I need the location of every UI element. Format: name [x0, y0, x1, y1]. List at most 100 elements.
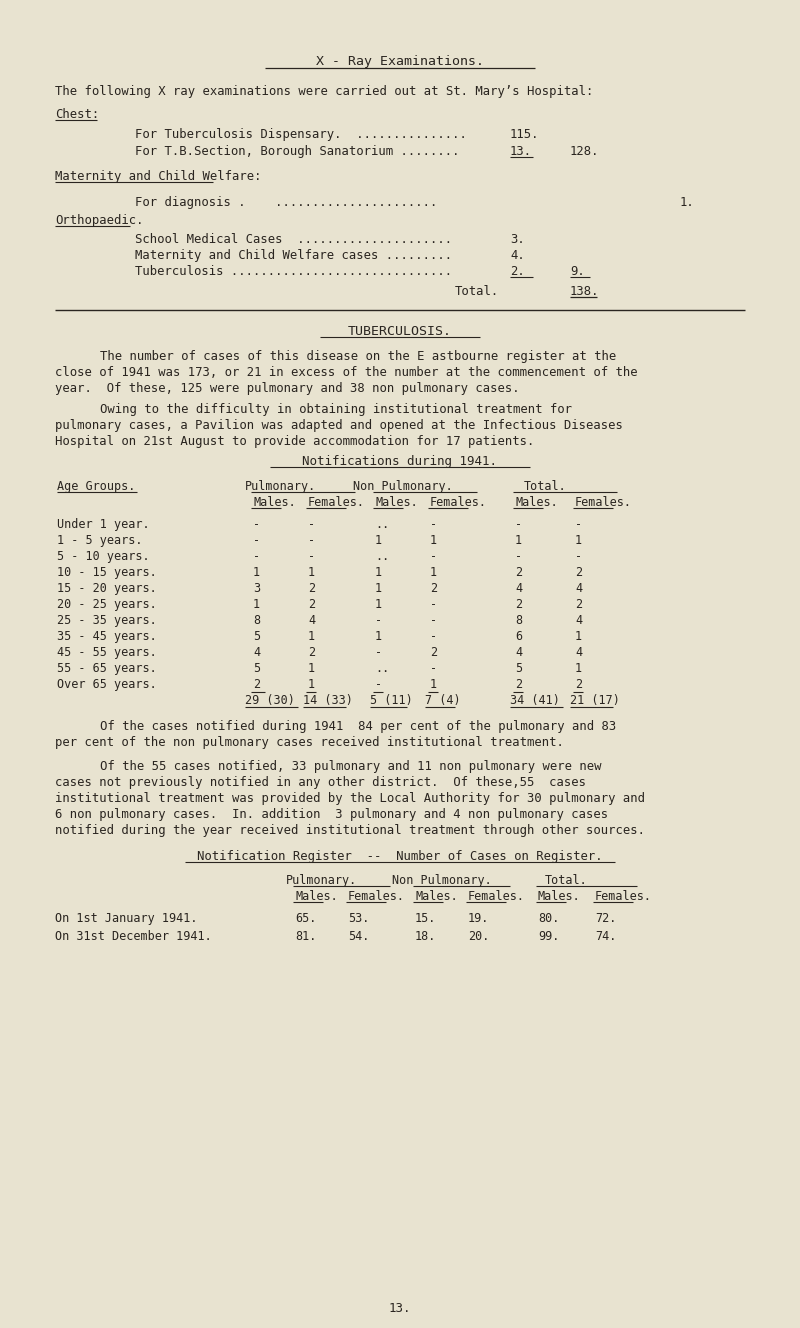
Text: 2: 2: [430, 582, 437, 595]
Text: 53.: 53.: [348, 912, 370, 926]
Text: 2: 2: [515, 566, 522, 579]
Text: 2: 2: [430, 645, 437, 659]
Text: Females.: Females.: [308, 495, 365, 509]
Text: -: -: [575, 550, 582, 563]
Text: -: -: [253, 550, 260, 563]
Text: 1: 1: [375, 534, 382, 547]
Text: 1: 1: [308, 679, 315, 691]
Text: cases not previously notified in any other district.  Of these,55  cases: cases not previously notified in any oth…: [55, 776, 586, 789]
Text: 1 - 5 years.: 1 - 5 years.: [57, 534, 142, 547]
Text: 15.: 15.: [415, 912, 436, 926]
Text: 74.: 74.: [595, 930, 616, 943]
Text: X - Ray Examinations.: X - Ray Examinations.: [316, 54, 484, 68]
Text: 13.: 13.: [389, 1301, 411, 1315]
Text: 20 - 25 years.: 20 - 25 years.: [57, 598, 157, 611]
Text: Tuberculosis ..............................: Tuberculosis ...........................…: [135, 266, 452, 278]
Text: 35 - 45 years.: 35 - 45 years.: [57, 629, 157, 643]
Text: Total.: Total.: [455, 286, 499, 297]
Text: 1: 1: [375, 629, 382, 643]
Text: 2: 2: [575, 566, 582, 579]
Text: 9.: 9.: [570, 266, 585, 278]
Text: 4: 4: [308, 614, 315, 627]
Text: -: -: [575, 518, 582, 531]
Text: 65.: 65.: [295, 912, 316, 926]
Text: 6: 6: [515, 629, 522, 643]
Text: Maternity and Child Welfare:: Maternity and Child Welfare:: [55, 170, 262, 183]
Text: 3: 3: [253, 582, 260, 595]
Text: 4: 4: [515, 645, 522, 659]
Text: 6 non pulmonary cases.  In. addition  3 pulmonary and 4 non pulmonary cases: 6 non pulmonary cases. In. addition 3 pu…: [55, 807, 608, 821]
Text: Orthopaedic.: Orthopaedic.: [55, 214, 143, 227]
Text: Total.: Total.: [524, 479, 566, 493]
Text: 72.: 72.: [595, 912, 616, 926]
Text: 1: 1: [575, 629, 582, 643]
Text: 81.: 81.: [295, 930, 316, 943]
Text: 2.: 2.: [510, 266, 525, 278]
Text: -: -: [515, 518, 522, 531]
Text: Females.: Females.: [575, 495, 632, 509]
Text: Non Pulmonary.: Non Pulmonary.: [392, 874, 491, 887]
Text: notified during the year received institutional treatment through other sources.: notified during the year received instit…: [55, 823, 645, 837]
Text: 29 (30): 29 (30): [245, 695, 295, 706]
Text: School Medical Cases  .....................: School Medical Cases ...................…: [135, 232, 452, 246]
Text: On 31st December 1941.: On 31st December 1941.: [55, 930, 212, 943]
Text: 1: 1: [430, 566, 437, 579]
Text: 15 - 20 years.: 15 - 20 years.: [57, 582, 157, 595]
Text: 2: 2: [515, 679, 522, 691]
Text: 99.: 99.: [538, 930, 559, 943]
Text: close of 1941 was 173, or 21 in excess of the number at the commencement of the: close of 1941 was 173, or 21 in excess o…: [55, 367, 638, 378]
Text: Maternity and Child Welfare cases .........: Maternity and Child Welfare cases ......…: [135, 250, 452, 262]
Text: For Tuberculosis Dispensary.  ...............: For Tuberculosis Dispensary. ...........…: [135, 127, 467, 141]
Text: 2: 2: [308, 645, 315, 659]
Text: 1.: 1.: [680, 197, 694, 208]
Text: 54.: 54.: [348, 930, 370, 943]
Text: Males.: Males.: [253, 495, 296, 509]
Text: Females.: Females.: [595, 890, 652, 903]
Text: -: -: [430, 661, 437, 675]
Text: For diagnosis .    ......................: For diagnosis . ......................: [135, 197, 438, 208]
Text: 20.: 20.: [468, 930, 490, 943]
Text: TUBERCULOSIS.: TUBERCULOSIS.: [348, 325, 452, 339]
Text: Females.: Females.: [468, 890, 525, 903]
Text: Of the 55 cases notified, 33 pulmonary and 11 non pulmonary were new: Of the 55 cases notified, 33 pulmonary a…: [100, 760, 602, 773]
Text: 4: 4: [515, 582, 522, 595]
Text: -: -: [253, 518, 260, 531]
Text: ..: ..: [375, 550, 390, 563]
Text: Pulmonary.: Pulmonary.: [286, 874, 357, 887]
Text: On 1st January 1941.: On 1st January 1941.: [55, 912, 198, 926]
Text: 5: 5: [253, 661, 260, 675]
Text: -: -: [430, 598, 437, 611]
Text: Hospital on 21st August to provide accommodation for 17 patients.: Hospital on 21st August to provide accom…: [55, 436, 534, 448]
Text: 19.: 19.: [468, 912, 490, 926]
Text: 5 (11): 5 (11): [370, 695, 413, 706]
Text: 34 (41): 34 (41): [510, 695, 560, 706]
Text: 8: 8: [515, 614, 522, 627]
Text: 7 (4): 7 (4): [425, 695, 461, 706]
Text: 10 - 15 years.: 10 - 15 years.: [57, 566, 157, 579]
Text: Notifications during 1941.: Notifications during 1941.: [302, 456, 498, 467]
Text: 8: 8: [253, 614, 260, 627]
Text: 1: 1: [253, 598, 260, 611]
Text: Females.: Females.: [348, 890, 405, 903]
Text: -: -: [430, 550, 437, 563]
Text: Over 65 years.: Over 65 years.: [57, 679, 157, 691]
Text: 2: 2: [308, 598, 315, 611]
Text: Age Groups.: Age Groups.: [57, 479, 135, 493]
Text: -: -: [308, 534, 315, 547]
Text: Males.: Males.: [538, 890, 581, 903]
Text: 2: 2: [308, 582, 315, 595]
Text: institutional treatment was provided by the Local Authority for 30 pulmonary and: institutional treatment was provided by …: [55, 791, 645, 805]
Text: 1: 1: [430, 534, 437, 547]
Text: 1: 1: [575, 534, 582, 547]
Text: -: -: [308, 518, 315, 531]
Text: Males.: Males.: [375, 495, 418, 509]
Text: Males.: Males.: [295, 890, 338, 903]
Text: per cent of the non pulmonary cases received institutional treatment.: per cent of the non pulmonary cases rece…: [55, 736, 564, 749]
Text: Chest:: Chest:: [55, 108, 99, 121]
Text: 1: 1: [308, 566, 315, 579]
Text: 138.: 138.: [570, 286, 599, 297]
Text: Owing to the difficulty in obtaining institutional treatment for: Owing to the difficulty in obtaining ins…: [100, 402, 572, 416]
Text: 3.: 3.: [510, 232, 525, 246]
Text: 4: 4: [575, 582, 582, 595]
Text: 1: 1: [575, 661, 582, 675]
